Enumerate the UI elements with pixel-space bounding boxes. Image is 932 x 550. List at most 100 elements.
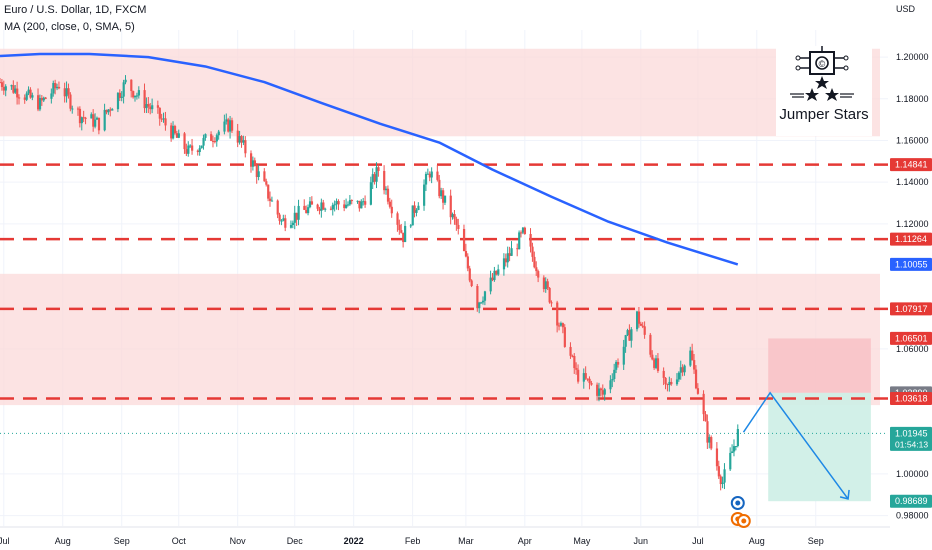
candle-body bbox=[637, 311, 641, 324]
candle-body bbox=[438, 179, 441, 197]
candle-body bbox=[375, 167, 378, 182]
candle-body bbox=[160, 118, 163, 120]
candle-body bbox=[2, 87, 6, 91]
candle-body bbox=[480, 302, 483, 304]
candle-body bbox=[215, 135, 218, 142]
candle-body bbox=[335, 201, 338, 205]
price-tag bbox=[890, 158, 932, 172]
candle-body bbox=[149, 106, 152, 110]
candle-body bbox=[443, 195, 447, 203]
candle-body bbox=[537, 271, 540, 278]
resistance-zone bbox=[0, 48, 880, 137]
symbol-title[interactable]: Euro / U.S. Dollar, 1D, FXCM bbox=[4, 4, 147, 16]
candle-body bbox=[54, 83, 57, 89]
candle-body bbox=[670, 381, 673, 385]
candle-body bbox=[210, 134, 213, 141]
candle-body bbox=[230, 120, 234, 131]
candle-body bbox=[278, 214, 281, 221]
candle-body bbox=[350, 200, 353, 202]
candle-body bbox=[284, 218, 287, 228]
candle-body bbox=[464, 251, 468, 257]
candle-body bbox=[626, 330, 629, 336]
candle-body bbox=[544, 281, 547, 290]
candle-body bbox=[497, 269, 500, 275]
candle-body bbox=[270, 200, 274, 202]
candle-body bbox=[415, 209, 418, 213]
candle-body bbox=[668, 381, 671, 385]
indicator-legend[interactable]: MA (200, close, 0, SMA, 5) bbox=[4, 21, 135, 33]
candle-body bbox=[183, 133, 186, 150]
candle-body bbox=[12, 85, 15, 93]
candle-body bbox=[535, 267, 538, 272]
candle-body bbox=[0, 82, 2, 84]
candle-body bbox=[109, 109, 112, 111]
candle-body bbox=[97, 117, 101, 131]
x-tick-label: Jul bbox=[692, 536, 704, 546]
moving-average-line bbox=[0, 52, 739, 266]
candle-body bbox=[189, 145, 192, 147]
candle-body bbox=[44, 97, 47, 99]
candle-body bbox=[400, 230, 403, 233]
candle-body bbox=[430, 171, 433, 178]
candle-body bbox=[187, 145, 190, 154]
candle-body bbox=[175, 133, 179, 138]
candle-body bbox=[172, 126, 175, 139]
candle-body bbox=[134, 95, 137, 98]
candle-body bbox=[656, 358, 660, 371]
candle-body bbox=[466, 256, 469, 269]
candle-body bbox=[143, 90, 146, 109]
candle-body bbox=[491, 277, 494, 281]
x-tick-label: Feb bbox=[405, 536, 421, 546]
candle-body bbox=[518, 232, 521, 250]
candle-body bbox=[641, 325, 644, 327]
candle-body bbox=[269, 198, 272, 201]
candle-body bbox=[242, 140, 245, 143]
candle-body bbox=[442, 190, 445, 203]
candle-body bbox=[548, 287, 551, 303]
candle-body bbox=[303, 205, 306, 210]
candle-body bbox=[116, 92, 120, 110]
candle-body bbox=[734, 446, 738, 448]
candle-body bbox=[622, 346, 625, 365]
candle-body bbox=[162, 118, 165, 120]
candle-body bbox=[18, 97, 21, 99]
candle-body bbox=[462, 228, 466, 252]
resistance-zone bbox=[0, 273, 880, 406]
candle-body bbox=[655, 358, 658, 368]
candle-body bbox=[56, 86, 59, 89]
candle-body bbox=[677, 372, 681, 380]
price-tag bbox=[890, 257, 932, 271]
candle-body bbox=[613, 369, 616, 379]
stop-loss-zone bbox=[768, 338, 871, 393]
candle-body bbox=[103, 109, 106, 131]
candle-body bbox=[704, 414, 707, 422]
arrow-head-icon bbox=[839, 489, 850, 500]
candle-body bbox=[95, 117, 99, 120]
x-tick-label: Nov bbox=[230, 536, 247, 546]
candle-body bbox=[506, 253, 509, 263]
candle-body bbox=[69, 94, 72, 109]
candle-body bbox=[611, 378, 614, 381]
candle-body bbox=[731, 451, 734, 453]
candle-body bbox=[723, 469, 726, 483]
candle-body bbox=[504, 258, 507, 263]
price-tag bbox=[890, 232, 932, 246]
candle-body bbox=[156, 105, 160, 108]
candle-body bbox=[63, 88, 66, 97]
candle-body bbox=[531, 246, 534, 257]
candle-body bbox=[689, 350, 692, 366]
candle-body bbox=[105, 109, 108, 113]
candle-body bbox=[708, 437, 711, 443]
candle-body bbox=[577, 369, 580, 382]
candle-body bbox=[4, 86, 7, 91]
candle-body bbox=[679, 367, 682, 373]
candle-body bbox=[257, 171, 260, 178]
candle-body bbox=[481, 300, 485, 303]
candle-body bbox=[573, 356, 576, 369]
candle-body bbox=[42, 97, 45, 101]
candle-body bbox=[200, 145, 203, 149]
candle-body bbox=[609, 380, 612, 390]
candle-body bbox=[715, 448, 719, 467]
